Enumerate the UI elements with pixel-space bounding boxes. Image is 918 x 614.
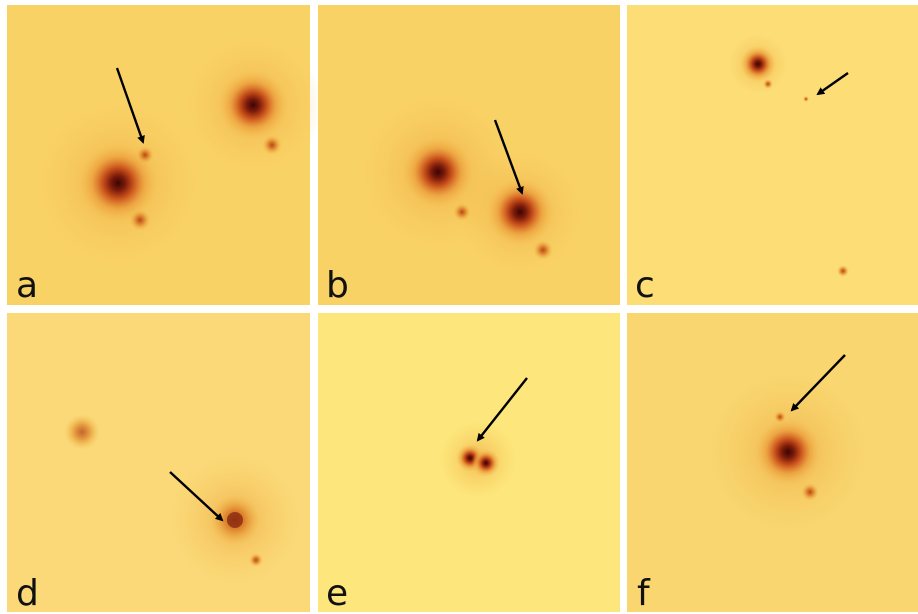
panel-f: f	[627, 313, 918, 614]
star	[64, 414, 100, 450]
star	[754, 418, 822, 486]
arrow	[115, 67, 145, 144]
panel-label: b	[326, 265, 349, 306]
companion	[774, 411, 786, 423]
companion	[453, 203, 471, 221]
companion	[763, 79, 773, 89]
companion	[803, 96, 809, 102]
panel-label: f	[637, 573, 651, 614]
arrow	[790, 354, 846, 412]
arrow	[476, 377, 528, 442]
panel-d: d	[7, 313, 310, 614]
star	[486, 178, 554, 246]
star	[740, 46, 776, 82]
star	[472, 449, 500, 477]
panel-a: a	[7, 5, 323, 306]
star-core	[227, 512, 243, 528]
panel-e: e	[318, 313, 620, 614]
companion	[129, 209, 151, 231]
arrow	[493, 119, 524, 195]
companion	[136, 146, 154, 164]
star	[402, 136, 474, 208]
panel-b: b	[318, 5, 620, 306]
companion	[533, 240, 553, 260]
star	[218, 70, 288, 140]
panel-label: c	[635, 265, 655, 306]
arrow	[169, 471, 224, 522]
arrow	[816, 72, 849, 96]
panel-label: d	[16, 573, 39, 614]
companion	[801, 483, 819, 501]
panel-label: e	[326, 573, 348, 614]
companion	[837, 265, 849, 277]
companion	[249, 553, 263, 567]
panel-label: a	[16, 265, 38, 306]
star	[78, 143, 158, 223]
panel-c: c	[627, 5, 918, 306]
companion	[262, 135, 282, 155]
